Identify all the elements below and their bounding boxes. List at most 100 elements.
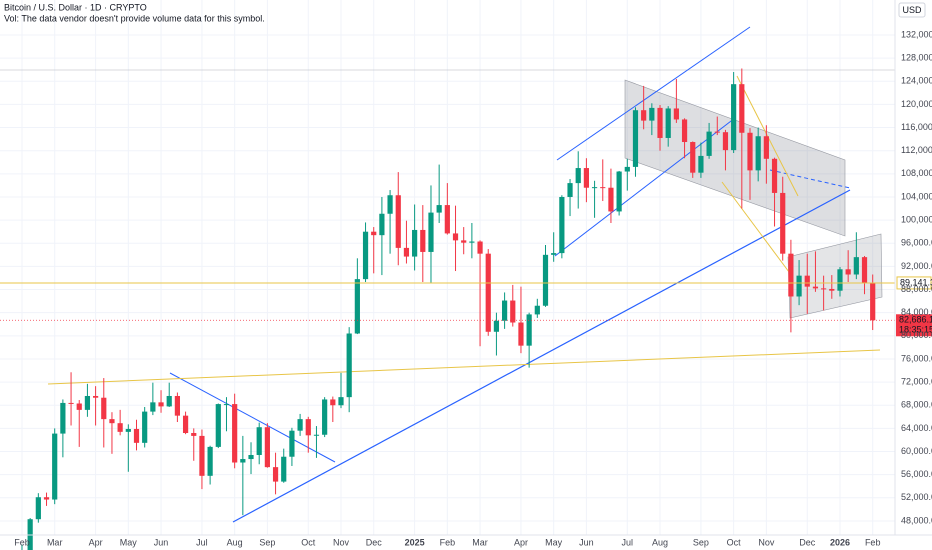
channel [624, 79, 846, 237]
y-tick-label: 64,000.00 [901, 423, 932, 433]
x-tick-label: Jul [622, 537, 634, 547]
candle-body [133, 428, 140, 443]
x-tick-label: Aug [227, 537, 243, 547]
candle-body [338, 397, 344, 406]
candle-body [313, 434, 320, 436]
candle-body [281, 456, 287, 482]
candle-body [461, 240, 467, 243]
last-price-box [896, 314, 932, 337]
y-tick-label: 108,000.00 [901, 168, 932, 178]
y-tick-label: 124,000.00 [901, 76, 932, 86]
candle-body [567, 183, 573, 197]
currency-button[interactable] [898, 2, 926, 18]
candle-body [52, 433, 58, 500]
candle-body [191, 433, 197, 436]
candle-body [583, 168, 589, 188]
candle-body [829, 288, 835, 291]
candle-body [763, 136, 769, 159]
last-price-label: 82,686.19 [899, 315, 932, 325]
x-tick-label: Apr [89, 537, 103, 547]
grid-layer [0, 0, 895, 535]
candle-body [845, 269, 851, 275]
candle-body [403, 247, 410, 257]
y-tick-label: 92,000.00 [901, 261, 932, 271]
y-tick-label: 128,000.00 [901, 53, 932, 63]
candle-body [436, 205, 442, 213]
x-tick-label: Feb [440, 537, 456, 547]
candle-body [526, 314, 532, 346]
x-tick-label: 2026 [830, 537, 850, 547]
y-tick-label: 76,000.00 [901, 353, 932, 363]
candle-body [510, 300, 516, 323]
candle-body [722, 132, 729, 151]
candle-body [84, 395, 91, 410]
y-tick-label: 120,000.00 [901, 99, 932, 109]
candle-body [117, 423, 123, 432]
candle-body [502, 300, 508, 321]
y-tick-label: 100,000.00 [901, 214, 932, 224]
y-tick-label: 60,000.00 [901, 446, 932, 456]
x-tick-label: Jun [579, 537, 594, 547]
trend-line [169, 372, 336, 463]
candle-body [428, 212, 434, 252]
candle-body [322, 399, 328, 435]
candle-body [354, 279, 360, 334]
candle-body [780, 192, 786, 254]
candle-body [35, 497, 41, 520]
candle-body [739, 84, 745, 133]
overlay: 89,141.36 82,686.1918:35:15 [0, 276, 932, 337]
y-tick-label: 96,000.00 [901, 238, 932, 248]
candle-body [43, 497, 50, 500]
candle-body [452, 233, 459, 241]
x-tick-label: Sep [693, 537, 709, 547]
candle-body [804, 275, 810, 287]
candle-body [542, 254, 549, 306]
candle-body [641, 110, 647, 121]
candle-body [616, 171, 622, 212]
x-tick-label: Sep [259, 537, 275, 547]
candle-body [240, 459, 246, 463]
candle-body [714, 131, 720, 133]
candle-body [256, 427, 262, 455]
trend-line [232, 189, 851, 523]
level-label-box [896, 276, 932, 290]
channel [787, 233, 883, 319]
candle-body [420, 229, 426, 252]
y-tick-label: 80,000.00 [901, 330, 932, 340]
candle-body [796, 275, 802, 297]
candle-body [681, 119, 688, 143]
candle-body [305, 419, 311, 436]
drawings [0, 26, 895, 523]
candle-body [469, 241, 475, 243]
x-tick-label: Mar [47, 537, 63, 547]
y-tick-label: 48,000.00 [901, 515, 932, 525]
candle-body [665, 108, 671, 138]
candle-body [346, 333, 352, 398]
y-tick-label: 112,000.00 [901, 145, 932, 155]
candle-body [559, 196, 565, 254]
candle-body [76, 403, 82, 410]
candle-body [812, 286, 819, 289]
candle-body [232, 404, 238, 463]
y-tick-label: 68,000.00 [901, 400, 932, 410]
y-tick-label: 132,000.00 [901, 29, 932, 39]
candle-body [747, 132, 753, 171]
support-line [47, 349, 881, 385]
trend-line [554, 117, 736, 257]
y-tick-label: 72,000.00 [901, 376, 932, 386]
candle-body [207, 446, 213, 476]
candle-body [272, 467, 279, 482]
candle-body [379, 213, 385, 236]
candle-body [649, 107, 655, 121]
candle-body [551, 253, 557, 255]
candle-body [362, 231, 369, 280]
candle-body [371, 231, 377, 236]
currency[interactable]: USD [902, 5, 922, 15]
x-tick-label: Oct [727, 537, 742, 547]
y-tick-label: 84,000.00 [901, 307, 932, 317]
candle-body [608, 187, 614, 212]
candle-body [673, 108, 679, 120]
candle-body [150, 402, 156, 412]
